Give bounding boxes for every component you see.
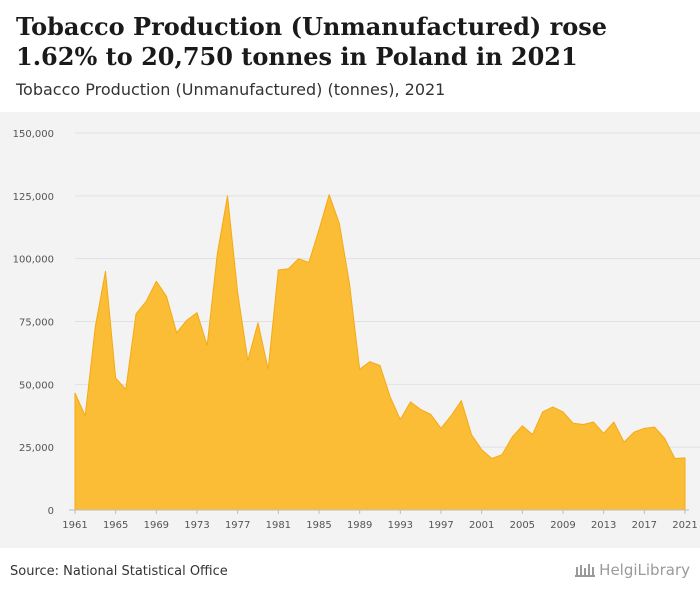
y-tick-label: 25,000 (19, 443, 54, 454)
y-tick-label: 0 (48, 506, 54, 517)
x-tick-label: 2017 (632, 520, 657, 531)
x-tick-label: 2009 (550, 520, 575, 531)
chart-title: Tobacco Production (Unmanufactured) rose… (16, 12, 608, 71)
logo-text: HelgiLibrary (599, 561, 690, 579)
library-icon (575, 564, 596, 577)
x-tick-label: 1981 (266, 520, 291, 531)
chart-subtitle: Tobacco Production (Unmanufactured) (ton… (16, 80, 446, 99)
x-tick-label: 1977 (225, 520, 250, 531)
series-area (74, 194, 686, 511)
x-tick-label: 1985 (306, 520, 331, 531)
x-tick-label: 2013 (591, 520, 616, 531)
y-tick-label: 50,000 (19, 380, 54, 391)
plot-area: 0 25,000 50,000 75,000 100,000 125,000 150,000… (0, 112, 700, 548)
helgi-library-logo: HelgiLibrary (574, 561, 690, 579)
area-chart: 0 25,000 50,000 75,000 100,000 125,000 150,000… (13, 129, 700, 531)
x-tick-label: 2005 (510, 520, 535, 531)
x-tick-label: 2001 (469, 520, 494, 531)
y-tick-label: 100,000 (13, 255, 54, 266)
source-note: Source: National Statistical Office (10, 564, 228, 579)
x-tick-label: 1965 (103, 520, 128, 531)
x-tick-label: 1989 (347, 520, 372, 531)
y-tick-label: 75,000 (19, 318, 54, 329)
x-tick-label: 1997 (428, 520, 453, 531)
x-tick-label: 1969 (144, 520, 169, 531)
y-tick-label: 125,000 (13, 192, 54, 203)
x-tick-label: 1993 (388, 520, 413, 531)
y-tick-label: 150,000 (13, 129, 54, 140)
x-tick-label: 1961 (62, 520, 87, 531)
x-tick-label: 2021 (672, 520, 697, 531)
x-tick-label: 1973 (184, 520, 209, 531)
